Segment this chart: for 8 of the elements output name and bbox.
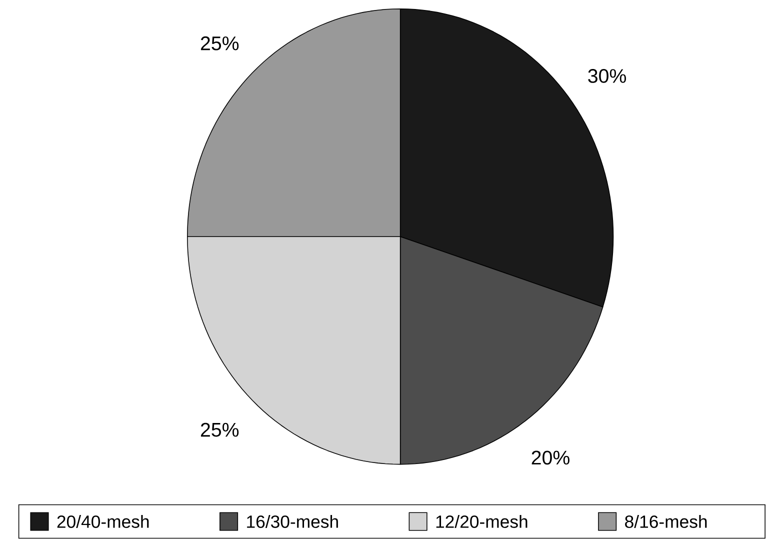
legend-label: 8/16-mesh <box>625 514 707 528</box>
data-label: 25% <box>200 36 239 50</box>
legend-label: 12/20-mesh <box>436 514 528 528</box>
legend-label: 20/40-mesh <box>57 514 149 528</box>
data-label: 20% <box>532 450 570 465</box>
legend-label: 16/30-mesh <box>247 514 338 528</box>
data-label: 25% <box>200 422 239 437</box>
data-label: 30% <box>588 68 626 83</box>
